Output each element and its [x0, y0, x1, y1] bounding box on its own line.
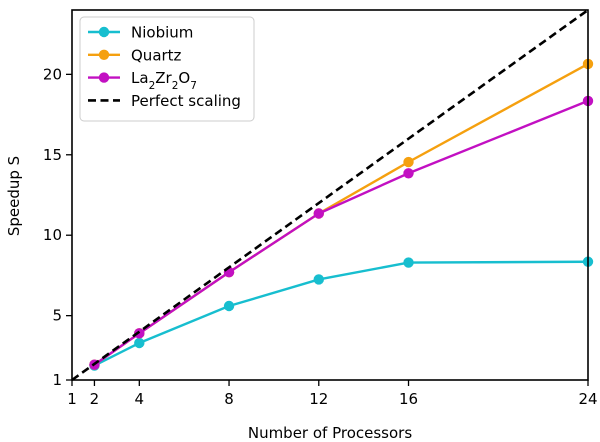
y-tick-label-3: 15: [43, 146, 62, 164]
x-tick-label-4: 12: [309, 390, 328, 408]
legend-marker-0: [98, 26, 110, 38]
x-axis-label: Number of Processors: [248, 424, 412, 442]
data-point-0-3: [313, 274, 324, 285]
x-tick-label-5: 16: [399, 390, 418, 408]
y-tick-label-1: 5: [52, 307, 62, 325]
y-tick-label-0: 1: [52, 371, 62, 389]
x-tick-label-1: 2: [90, 390, 100, 408]
y-axis-label: Speedup S: [5, 156, 23, 236]
plot-frame: [71, 9, 589, 381]
data-point-1-4: [403, 156, 414, 168]
data-point-2-1: [134, 328, 145, 339]
legend-label-0: Niobium: [131, 24, 193, 42]
legend-marker-2: [98, 72, 110, 83]
legend-label-3: Perfect scaling: [131, 92, 241, 110]
axes-layer: [71, 9, 589, 381]
x-tick-label-2: 4: [135, 390, 145, 408]
x-tick-label-3: 8: [224, 390, 234, 408]
data-point-2-3: [313, 208, 324, 219]
y-tick-label-4: 20: [43, 65, 62, 83]
data-point-0-2: [223, 300, 235, 312]
legend-label-2: La2Zr2O7: [131, 69, 197, 92]
series-line-3: [71, 8, 589, 382]
legend-marker-1: [98, 49, 110, 60]
x-tick-label-0: 1: [67, 390, 77, 408]
legend-frame: [79, 16, 255, 122]
data-point-0-4: [403, 257, 414, 268]
data-point-2-4: [403, 168, 414, 179]
x-axis-ticks: 1 2 4 8 12 16 24: [67, 380, 598, 408]
y-tick-label-2: 10: [43, 226, 62, 244]
legend-label-1: Quartz: [131, 46, 182, 64]
series-line-2: [93, 99, 589, 366]
series-line-0: [93, 260, 589, 367]
x-tick-label-6: 24: [578, 390, 597, 408]
data-point-0-1: [134, 337, 145, 349]
